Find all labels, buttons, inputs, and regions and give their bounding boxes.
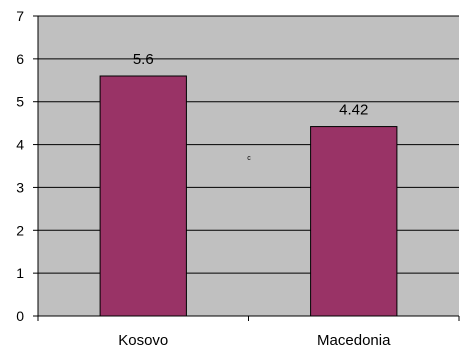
y-tick-label: 2 — [16, 222, 24, 238]
x-category-label: Macedonia — [317, 332, 391, 349]
bars: 5.6 4.42 — [99, 51, 398, 317]
y-tick-label: 1 — [16, 265, 24, 281]
bar-macedonia — [310, 126, 398, 317]
y-tick-label: 3 — [16, 179, 24, 195]
y-tick-label: 0 — [16, 308, 24, 324]
x-ticks: Kosovo Macedonia — [37, 316, 460, 349]
y-tick-label: 7 — [16, 8, 24, 24]
data-label: 4.42 — [339, 102, 368, 119]
y-tick-label: 5 — [16, 94, 24, 110]
y-tick-label: 4 — [16, 137, 24, 153]
y-tick-label: 6 — [16, 51, 24, 67]
bar-kosovo — [99, 75, 187, 317]
y-ticks: 0 1 2 3 4 5 6 7 — [16, 8, 38, 324]
annotation-label: c — [247, 155, 251, 162]
x-category-label: Kosovo — [118, 332, 168, 349]
data-label: 5.6 — [133, 51, 154, 68]
